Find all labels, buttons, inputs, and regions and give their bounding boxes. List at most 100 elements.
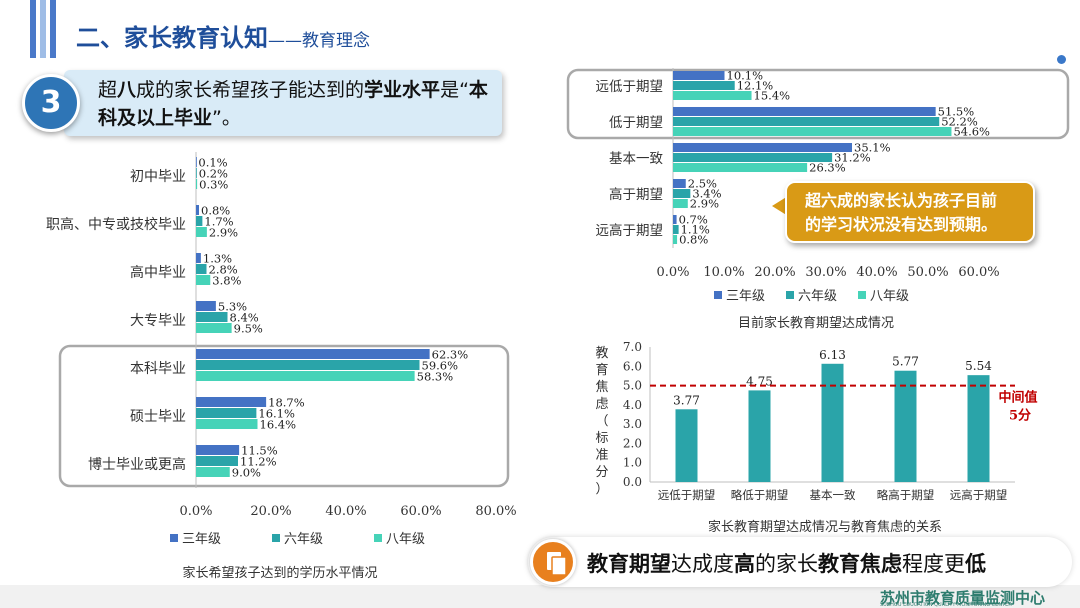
legend-label: 三年级: [726, 289, 765, 304]
data-label: 16.4%: [260, 418, 297, 432]
category-label: 高于期望: [609, 186, 663, 203]
bar: [196, 301, 216, 311]
footer-strip: [0, 585, 1080, 608]
x-tick-label: 20.0%: [250, 504, 291, 519]
bar: [196, 408, 257, 418]
callout-number-badge: 3: [22, 74, 80, 132]
bar: [196, 216, 203, 226]
callout-text-part: 是“: [440, 79, 469, 101]
data-label: 0.2%: [199, 167, 228, 181]
header-bar: [40, 0, 46, 58]
callout-text-part: 超: [98, 79, 118, 101]
data-label: 1.7%: [204, 215, 233, 229]
x-tick-label: 80.0%: [475, 504, 516, 519]
x-tick-label: 基本一致: [810, 488, 856, 502]
data-label: 9.0%: [232, 466, 261, 480]
bar: [673, 127, 952, 136]
y-axis-label-char: 准: [595, 448, 608, 463]
legend-label: 八年级: [870, 289, 909, 304]
category-label: 本科毕业: [130, 361, 186, 377]
bar: [196, 253, 201, 263]
footer-logo-sub: SUZHOU EDUCATION QUALITY MONITORING CENT…: [880, 602, 1012, 608]
bar: [673, 163, 808, 172]
bar: [673, 107, 936, 116]
bar: [196, 349, 430, 359]
y-tick-label: 3.0: [623, 417, 642, 431]
header-decoration: [30, 0, 56, 58]
bar: [196, 445, 240, 455]
x-tick-label: 60.0%: [958, 265, 999, 280]
x-tick-label: 10.0%: [703, 265, 744, 280]
bar: [967, 375, 990, 482]
bar: [196, 456, 238, 466]
legend-label: 三年级: [182, 532, 221, 547]
document-icon: [530, 539, 576, 585]
data-label: 2.9%: [209, 226, 238, 240]
callout-box: [64, 70, 502, 136]
category-label: 远高于期望: [596, 222, 664, 239]
data-label: 59.6%: [422, 359, 459, 373]
bar: [675, 409, 698, 482]
x-tick-label: 远高于期望: [950, 488, 1008, 502]
y-axis-label-char: 教: [595, 345, 608, 361]
y-axis-label-char: （: [595, 414, 608, 429]
data-label: 2.5%: [688, 177, 717, 191]
y-tick-label: 4.0: [623, 398, 642, 412]
conclusion-emph: 低: [965, 552, 986, 576]
bar: [673, 71, 725, 80]
bar: [821, 363, 844, 482]
x-tick-label: 50.0%: [907, 265, 948, 280]
data-label: 62.3%: [432, 348, 469, 362]
data-label: 0.8%: [679, 233, 708, 247]
bar: [673, 199, 688, 208]
y-tick-label: 6.0: [623, 359, 642, 373]
y-axis-label-char: 虑: [595, 397, 608, 412]
y-tick-label: 7.0: [623, 340, 642, 354]
bar: [673, 91, 752, 100]
category-label: 基本一致: [609, 150, 663, 167]
callout-text-emph: 本科及以上毕业: [98, 79, 488, 129]
category-label: 硕士毕业: [130, 409, 186, 425]
data-label: 16.1%: [258, 407, 295, 421]
bar: [673, 235, 678, 244]
legend-swatch: [714, 291, 722, 299]
data-label: 3.77: [673, 393, 700, 407]
data-label: 10.1%: [727, 69, 764, 83]
data-label: 1.1%: [681, 223, 710, 237]
data-label: 0.8%: [201, 204, 230, 218]
header-bar: [50, 0, 56, 58]
callout-text-emph: 学业水平: [364, 79, 441, 101]
data-label: 5.3%: [218, 300, 247, 314]
data-label: 15.4%: [754, 89, 791, 103]
data-label: 8.4%: [230, 311, 259, 325]
legend-swatch: [374, 534, 382, 542]
legend-label: 八年级: [386, 532, 425, 547]
median-label: 中间值: [998, 390, 1037, 406]
chart-title: 家长希望孩子达到的学历水平情况: [182, 565, 377, 581]
bar: [196, 264, 207, 274]
median-label: 5分: [1009, 408, 1031, 424]
conclusion-emph: 教育焦虑: [818, 552, 902, 576]
y-axis-label-char: ）: [595, 482, 608, 497]
x-tick-label: 远低于期望: [658, 488, 716, 502]
highlight-frame: [566, 68, 1070, 140]
y-axis-label-char: 标: [595, 431, 608, 446]
note-line: 超六成的家长认为孩子目前: [805, 191, 998, 210]
bar: [196, 179, 198, 189]
bar: [196, 168, 197, 178]
y-axis-label-char: 分: [595, 465, 608, 480]
data-label: 35.1%: [854, 141, 891, 155]
x-tick-label: 30.0%: [805, 265, 846, 280]
data-label: 54.6%: [953, 125, 990, 139]
bar: [673, 225, 679, 234]
bar: [673, 81, 735, 90]
conclusion-text: 教育期望达成度高的家长教育焦虑程度更低: [587, 548, 986, 578]
x-tick-label: 20.0%: [754, 265, 795, 280]
category-label: 博士毕业或更高: [88, 456, 186, 473]
data-label: 5.77: [892, 355, 919, 369]
header-bar: [30, 0, 36, 58]
data-label: 1.3%: [203, 252, 232, 266]
highlight-note: 超六成的家长认为孩子目前 的学习状况没有达到预期。: [785, 181, 1035, 243]
y-axis-label-char: 焦: [595, 380, 608, 395]
category-label: 职高、中专或技校毕业: [46, 216, 186, 233]
